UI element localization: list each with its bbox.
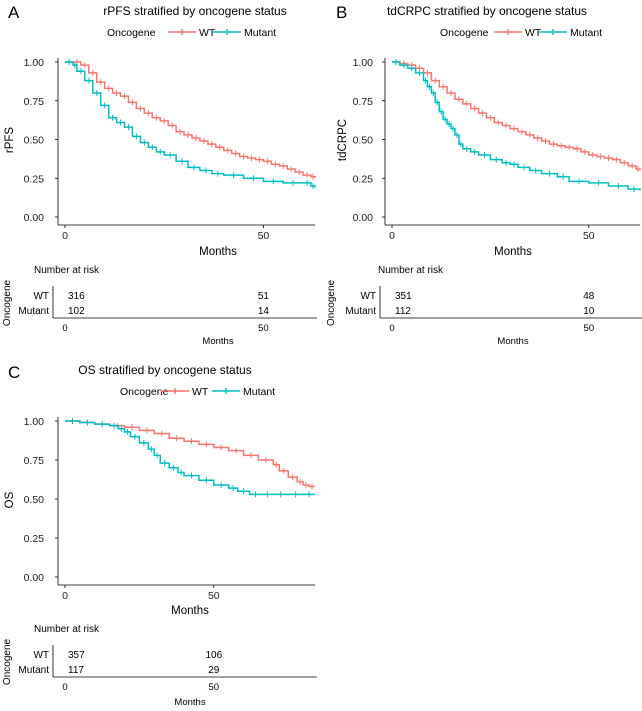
x-tick-label: 50 [583, 230, 595, 242]
risk-table: Number at risk WT 316 51 Mutant 102 14 0 50 Month… [2, 265, 317, 347]
risk-y-axis-label: Oncogene [2, 279, 13, 326]
y-tick-label: 0.50 [24, 494, 45, 506]
y-axis-label: OS [4, 491, 16, 508]
y-axis-label: tdCRPC [337, 119, 349, 161]
legend-title: Oncogene [440, 27, 489, 39]
risk-count: 51 [258, 291, 270, 302]
risk-row-label-wt: WT [33, 291, 49, 302]
y-tick-label: 0.75 [353, 96, 374, 108]
km-curve-wt [65, 420, 315, 488]
risk-x-axis-label: Months [174, 697, 205, 708]
risk-count: 102 [68, 306, 85, 317]
legend-label-mutant: Mutant [244, 27, 276, 39]
x-tick-label: 50 [258, 230, 270, 242]
risk-table-title: Number at risk [34, 265, 100, 276]
legend: Oncogene WT Mutant [120, 386, 275, 398]
legend-label-wt: WT [199, 27, 216, 39]
risk-row-label-mutant: Mutant [18, 665, 49, 676]
legend-label-mutant: Mutant [570, 27, 602, 39]
y-axis-label: rPFS [4, 127, 16, 154]
risk-x-tick-label: 0 [62, 682, 67, 693]
risk-x-axis-label: Months [202, 336, 233, 347]
risk-table: Number at risk WT 357 106 Mutant 117 29 0 50 Mont… [2, 624, 317, 708]
panel-letter: A [8, 3, 20, 22]
legend-label-wt: WT [192, 386, 209, 398]
km-curve-mutant [65, 420, 315, 496]
risk-table-title: Number at risk [34, 624, 100, 635]
x-tick-label: 0 [389, 230, 395, 242]
y-tick-label: 0.75 [24, 455, 45, 467]
risk-count: 357 [68, 650, 85, 661]
risk-x-tick-label: 0 [62, 323, 67, 334]
axes: 0.00 0.25 0.50 0.75 1.00 0 50 Months rPFS [4, 57, 315, 258]
x-tick-label: 50 [208, 590, 220, 602]
legend: Oncogene WT Mutant [107, 27, 276, 39]
risk-count: 10 [583, 306, 595, 317]
x-axis-label: Months [171, 605, 209, 617]
axes: 0.00 0.25 0.50 0.75 1.00 0 50 Months tdCRPC [337, 57, 640, 258]
chart-title: rPFS stratified by oncogene status [103, 4, 286, 18]
x-axis-label: Months [199, 246, 237, 258]
panel-letter: B [336, 3, 347, 22]
risk-count: 112 [395, 306, 411, 317]
risk-row-label-mutant: Mutant [345, 306, 376, 317]
y-tick-label: 1.00 [24, 416, 45, 428]
risk-count: 117 [68, 665, 84, 676]
risk-count: 316 [68, 291, 85, 302]
y-tick-label: 0.25 [24, 173, 45, 185]
risk-row-label-mutant: Mutant [18, 306, 49, 317]
risk-count: 48 [583, 291, 595, 302]
risk-x-tick-label: 50 [209, 682, 220, 693]
risk-count: 29 [208, 665, 220, 676]
km-curve-wt [392, 61, 641, 171]
risk-table-title: Number at risk [378, 265, 444, 276]
legend: Oncogene WT Mutant [440, 27, 602, 39]
y-tick-label: 1.00 [353, 57, 374, 69]
risk-table: Number at risk WT 351 48 Mutant 112 10 0 50 Month… [326, 265, 642, 347]
risk-count: 106 [205, 650, 222, 661]
panel-c: C OS stratified by oncogene status Oncogen… [2, 363, 317, 708]
y-tick-label: 0.50 [24, 135, 45, 147]
risk-count: 351 [395, 291, 412, 302]
km-curve-mutant [392, 61, 641, 191]
panel-letter: C [8, 363, 20, 382]
legend-label-wt: WT [525, 27, 542, 39]
y-tick-label: 0.75 [24, 96, 45, 108]
x-axis-label: Months [494, 246, 532, 258]
y-tick-label: 0.25 [24, 533, 45, 545]
risk-y-axis-label: Oncogene [326, 279, 337, 326]
risk-x-tick-label: 0 [389, 323, 394, 334]
km-curve-wt [65, 61, 316, 179]
chart-title: tdCRPC stratified by oncogene status [387, 4, 587, 18]
risk-x-tick-label: 50 [258, 323, 269, 334]
risk-x-tick-label: 50 [584, 323, 595, 334]
y-tick-label: 0.00 [24, 572, 45, 584]
x-tick-label: 0 [62, 590, 68, 602]
y-tick-label: 0.00 [24, 212, 45, 224]
y-tick-label: 0.50 [353, 135, 374, 147]
risk-count: 14 [258, 306, 270, 317]
axes: 0.00 0.25 0.50 0.75 1.00 0 50 Months OS [4, 416, 315, 617]
legend-label-mutant: Mutant [243, 386, 275, 398]
chart-title: OS stratified by oncogene status [78, 363, 251, 377]
risk-row-label-wt: WT [360, 291, 376, 302]
y-tick-label: 1.00 [24, 57, 45, 69]
y-tick-label: 0.25 [353, 173, 374, 185]
y-tick-label: 0.00 [353, 212, 374, 224]
risk-x-axis-label: Months [497, 336, 528, 347]
risk-row-label-wt: WT [33, 650, 49, 661]
legend-title: Oncogene [120, 386, 169, 398]
km-curve-mutant [65, 61, 316, 188]
risk-y-axis-label: Oncogene [2, 638, 13, 685]
x-tick-label: 0 [62, 230, 68, 242]
legend-title: Oncogene [107, 27, 156, 39]
